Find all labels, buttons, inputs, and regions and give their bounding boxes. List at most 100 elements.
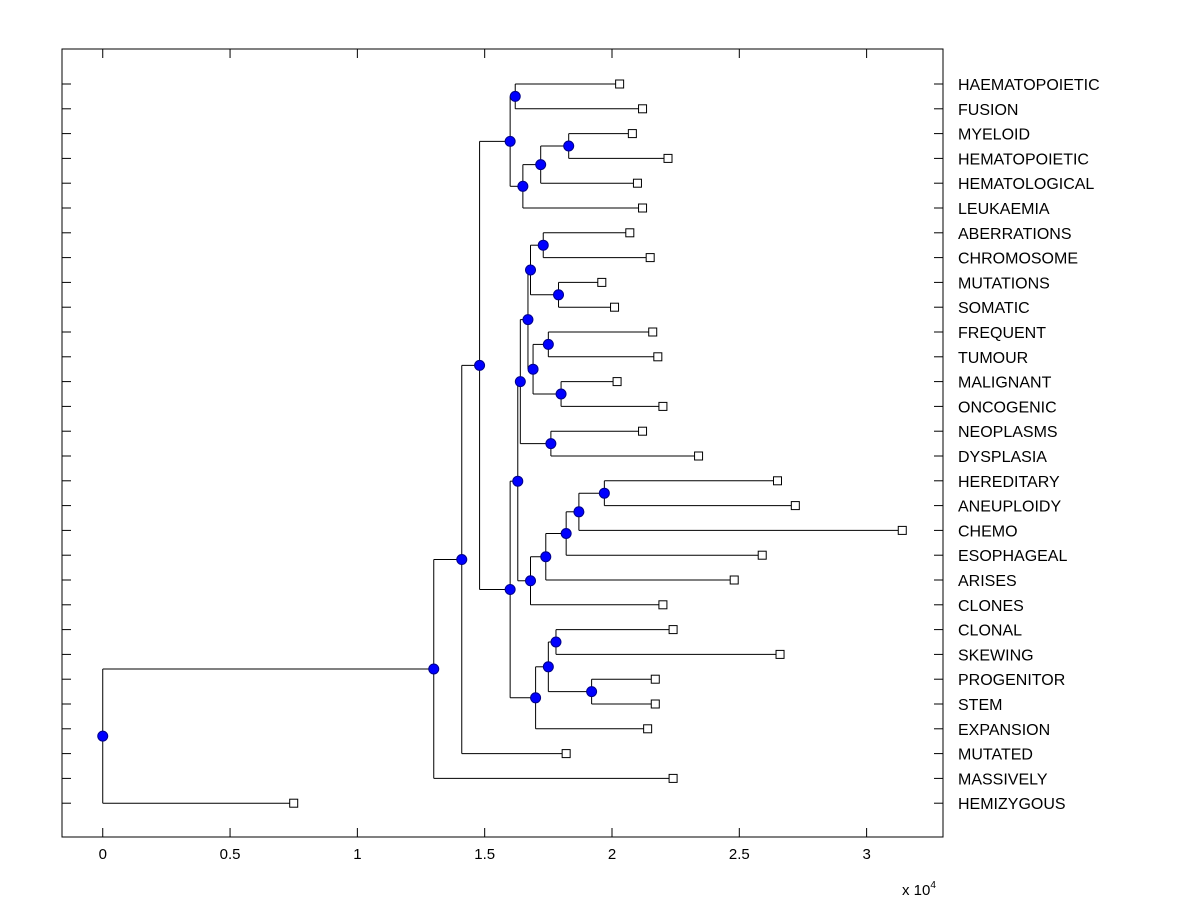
leaf-label-oncogenic: ONCOGENIC [958, 399, 1057, 416]
node-marker-N19 [525, 575, 537, 587]
node-marker-N18 [540, 551, 552, 563]
leaf-marker-dysplasia [694, 451, 704, 461]
node-marker-N21 [550, 636, 562, 648]
leaf-marker-hereditary [772, 476, 782, 486]
node-marker-N2 [563, 140, 575, 152]
node-marker-N17 [560, 528, 572, 539]
node-marker-N7 [553, 289, 565, 301]
leaf-marker-aneuploidy [790, 501, 800, 511]
leaf-label-stem: STEM [958, 697, 1002, 714]
node-marker-N3 [535, 159, 547, 171]
leaf-label-esophageal: ESOPHAGEAL [958, 548, 1067, 565]
node-marker-N16 [573, 506, 585, 518]
node-marker-N28 [428, 663, 440, 675]
node-marker-N25 [504, 583, 516, 595]
leaf-marker-leukaemia [638, 203, 648, 213]
leaf-marker-neoplasms [638, 426, 648, 436]
leaf-marker-clonal [668, 625, 678, 635]
leaf-label-clones: CLONES [958, 598, 1024, 615]
node-marker-N8 [525, 264, 537, 276]
node-marker-N26 [474, 359, 486, 371]
leaf-marker-aberrations [625, 228, 635, 238]
leaf-label-myeloid: MYELOID [958, 127, 1030, 144]
leaf-marker-mutations [597, 277, 607, 287]
leaf-label-fusion: FUSION [958, 102, 1018, 119]
node-markers [97, 90, 610, 742]
plot-area-frame [61, 48, 944, 838]
leaf-marker-fusion [638, 104, 648, 114]
leaf-label-hereditary: HEREDITARY [958, 474, 1060, 491]
leaf-markers [289, 79, 907, 808]
dendrogram-links [102, 83, 903, 804]
leaf-marker-esophageal [757, 550, 767, 560]
leaf-label-hematopoietic: HEMATOPOIETIC [958, 151, 1089, 168]
leaf-label-frequent: FREQUENT [958, 325, 1046, 342]
leaf-marker-malignant [612, 377, 622, 387]
leaf-label-leukaemia: LEUKAEMIA [958, 201, 1050, 218]
leaf-marker-mutated [561, 749, 571, 759]
leaf-label-aberrations: ABERRATIONS [958, 226, 1072, 243]
x-tick-label-0.5: 0.5 [220, 846, 241, 863]
leaf-label-aneuploidy: ANEUPLOIDY [958, 499, 1061, 516]
leaf-label-skewing: SKEWING [958, 647, 1034, 664]
leaf-marker-massively [668, 773, 678, 783]
leaf-marker-somatic [610, 302, 620, 312]
node-marker-N5 [504, 135, 516, 147]
leaf-label-hemizygous: HEMIZYGOUS [958, 796, 1066, 813]
node-marker-N27 [456, 554, 468, 566]
leaf-marker-stem [650, 699, 660, 709]
leaf-label-dysplasia: DYSPLASIA [958, 449, 1047, 466]
node-marker-N23 [542, 661, 554, 673]
leaf-marker-frequent [648, 327, 658, 337]
leaf-marker-expansion [643, 724, 653, 734]
leaf-marker-oncogenic [658, 401, 668, 411]
leaf-label-malignant: MALIGNANT [958, 375, 1052, 392]
leaf-label-somatic: SOMATIC [958, 300, 1030, 317]
x-tick-label-2: 2 [608, 846, 616, 863]
node-marker-N4 [517, 180, 529, 192]
leaf-label-arises: ARISES [958, 573, 1017, 590]
leaf-label-haematopoietic: HAEMATOPOIETIC [958, 77, 1100, 94]
leaf-label-mutations: MUTATIONS [958, 275, 1050, 292]
x-ticks: 0 0.5 1 1.5 2 2.5 3 [99, 49, 871, 863]
leaf-marker-hematological [632, 178, 642, 188]
leaf-marker-chromosome [645, 253, 655, 263]
leaf-label-chromosome: CHROMOSOME [958, 251, 1078, 268]
leaf-label-tumour: TUMOUR [958, 350, 1028, 367]
node-marker-N9 [542, 338, 554, 350]
x-tick-label-3: 3 [862, 846, 870, 863]
node-marker-N20 [512, 475, 524, 487]
leaf-marker-skewing [775, 649, 785, 659]
leaf-marker-clones [658, 600, 668, 610]
node-marker-N12 [522, 314, 534, 326]
leaf-labels: HAEMATOPOIETIC FUSION MYELOID HEMATOPOIETIC… [958, 77, 1100, 813]
leaf-marker-hemizygous [289, 798, 299, 808]
leaf-marker-arises [729, 575, 739, 585]
node-marker-N1 [509, 90, 521, 102]
x-tick-label-1: 1 [353, 846, 361, 863]
node-marker-N14 [514, 376, 526, 388]
leaf-label-clonal: CLONAL [958, 623, 1022, 640]
leaf-marker-progenitor [650, 674, 660, 684]
node-marker-N29 [97, 730, 109, 742]
leaf-label-progenitor: PROGENITOR [958, 672, 1065, 689]
x-axis-multiplier: x 104 [902, 880, 936, 899]
x-tick-label-2.5: 2.5 [729, 846, 750, 863]
leaf-label-chemo: CHEMO [958, 523, 1018, 540]
x-multiplier-exponent: 4 [930, 880, 936, 891]
leaf-label-hematological: HEMATOLOGICAL [958, 176, 1094, 193]
leaf-marker-haematopoietic [615, 79, 625, 89]
leaf-marker-chemo [897, 525, 907, 535]
x-tick-label-1.5: 1.5 [474, 846, 495, 863]
leaf-label-neoplasms: NEOPLASMS [958, 424, 1058, 441]
node-marker-N11 [527, 363, 539, 375]
x-multiplier-base: x 10 [902, 882, 930, 899]
x-tick-label-0: 0 [99, 846, 107, 863]
node-marker-N15 [598, 487, 610, 499]
node-marker-N13 [545, 438, 557, 450]
leaf-marker-tumour [653, 352, 663, 362]
leaf-marker-hematopoietic [663, 153, 673, 163]
leaf-marker-myeloid [627, 129, 637, 139]
node-marker-N10 [555, 388, 567, 400]
